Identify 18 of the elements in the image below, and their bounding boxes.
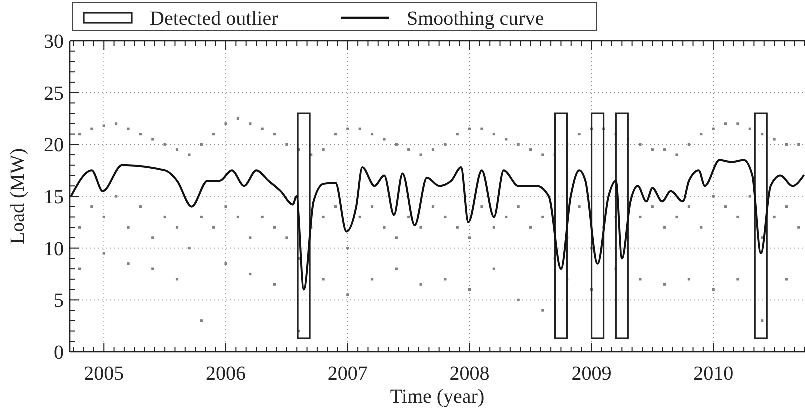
x-tick-label: 2009 [572, 363, 612, 385]
x-tick-label: 2008 [450, 363, 490, 385]
y-tick-label: 5 [54, 290, 64, 312]
x-tick-label: 2005 [84, 363, 124, 385]
x-axis-title: Time (year) [390, 386, 485, 408]
line-series [70, 159, 805, 291]
y-tick-label: 0 [54, 342, 64, 364]
legend-label: Detected outlier [150, 8, 279, 30]
x-tick-label: 2010 [694, 363, 734, 385]
y-tick-label: 25 [44, 82, 64, 105]
x-tick-label: 2007 [328, 363, 368, 385]
y-tick-label: 30 [44, 31, 64, 53]
y-axis-title: Load (MW) [7, 148, 29, 245]
y-tick-label: 20 [44, 134, 64, 157]
y-tick-label: 10 [44, 238, 64, 260]
y-tick-label: 15 [44, 186, 64, 208]
legend-label: Smoothing curve [407, 8, 544, 30]
x-tick-label: 2006 [206, 363, 246, 385]
